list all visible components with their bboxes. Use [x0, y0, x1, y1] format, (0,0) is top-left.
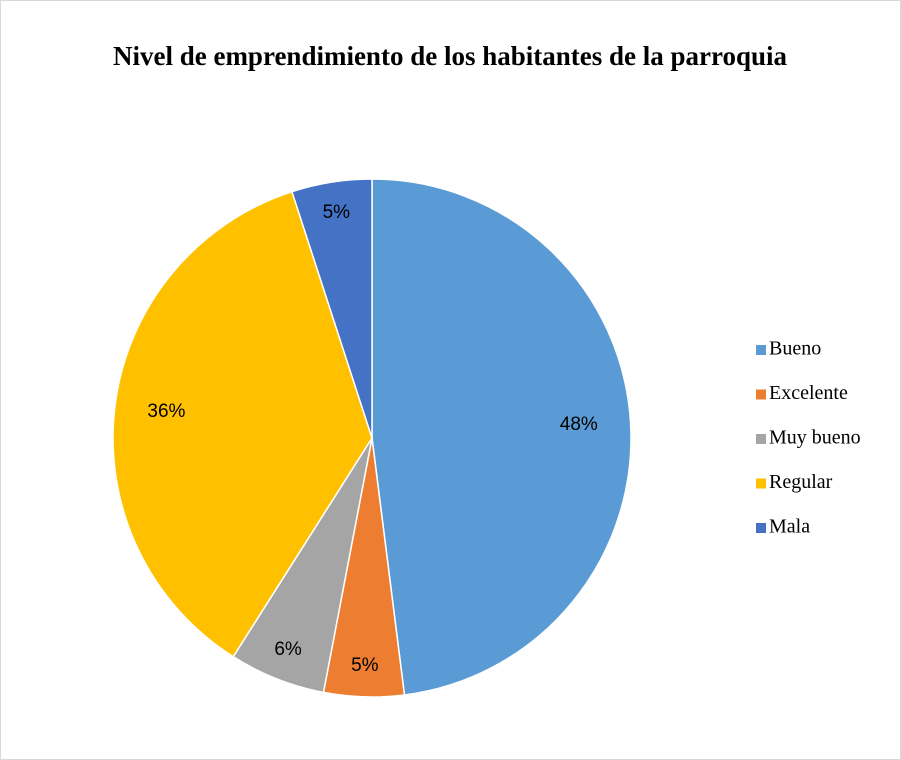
legend-label: Regular — [769, 471, 833, 493]
legend-swatch — [756, 434, 766, 444]
data-label: 5% — [323, 202, 351, 223]
legend-label: Excelente — [769, 382, 848, 404]
legend-label: Muy bueno — [769, 427, 861, 449]
pie-slice — [112, 190, 373, 658]
legend-swatch — [756, 345, 766, 355]
legend-label: Mala — [769, 516, 810, 538]
pie-slice — [371, 178, 632, 696]
chart-title: Nivel de emprendimiento de los habitante… — [112, 41, 788, 71]
legend-swatch — [756, 478, 766, 489]
legend-swatch — [756, 389, 766, 400]
data-label: 5% — [351, 655, 379, 676]
data-label: 48% — [560, 414, 598, 435]
data-label: 36% — [147, 401, 185, 422]
legend-label: Bueno — [769, 338, 821, 360]
pie-slice — [291, 178, 373, 439]
legend-swatch — [756, 523, 766, 533]
data-label: 6% — [274, 639, 302, 660]
